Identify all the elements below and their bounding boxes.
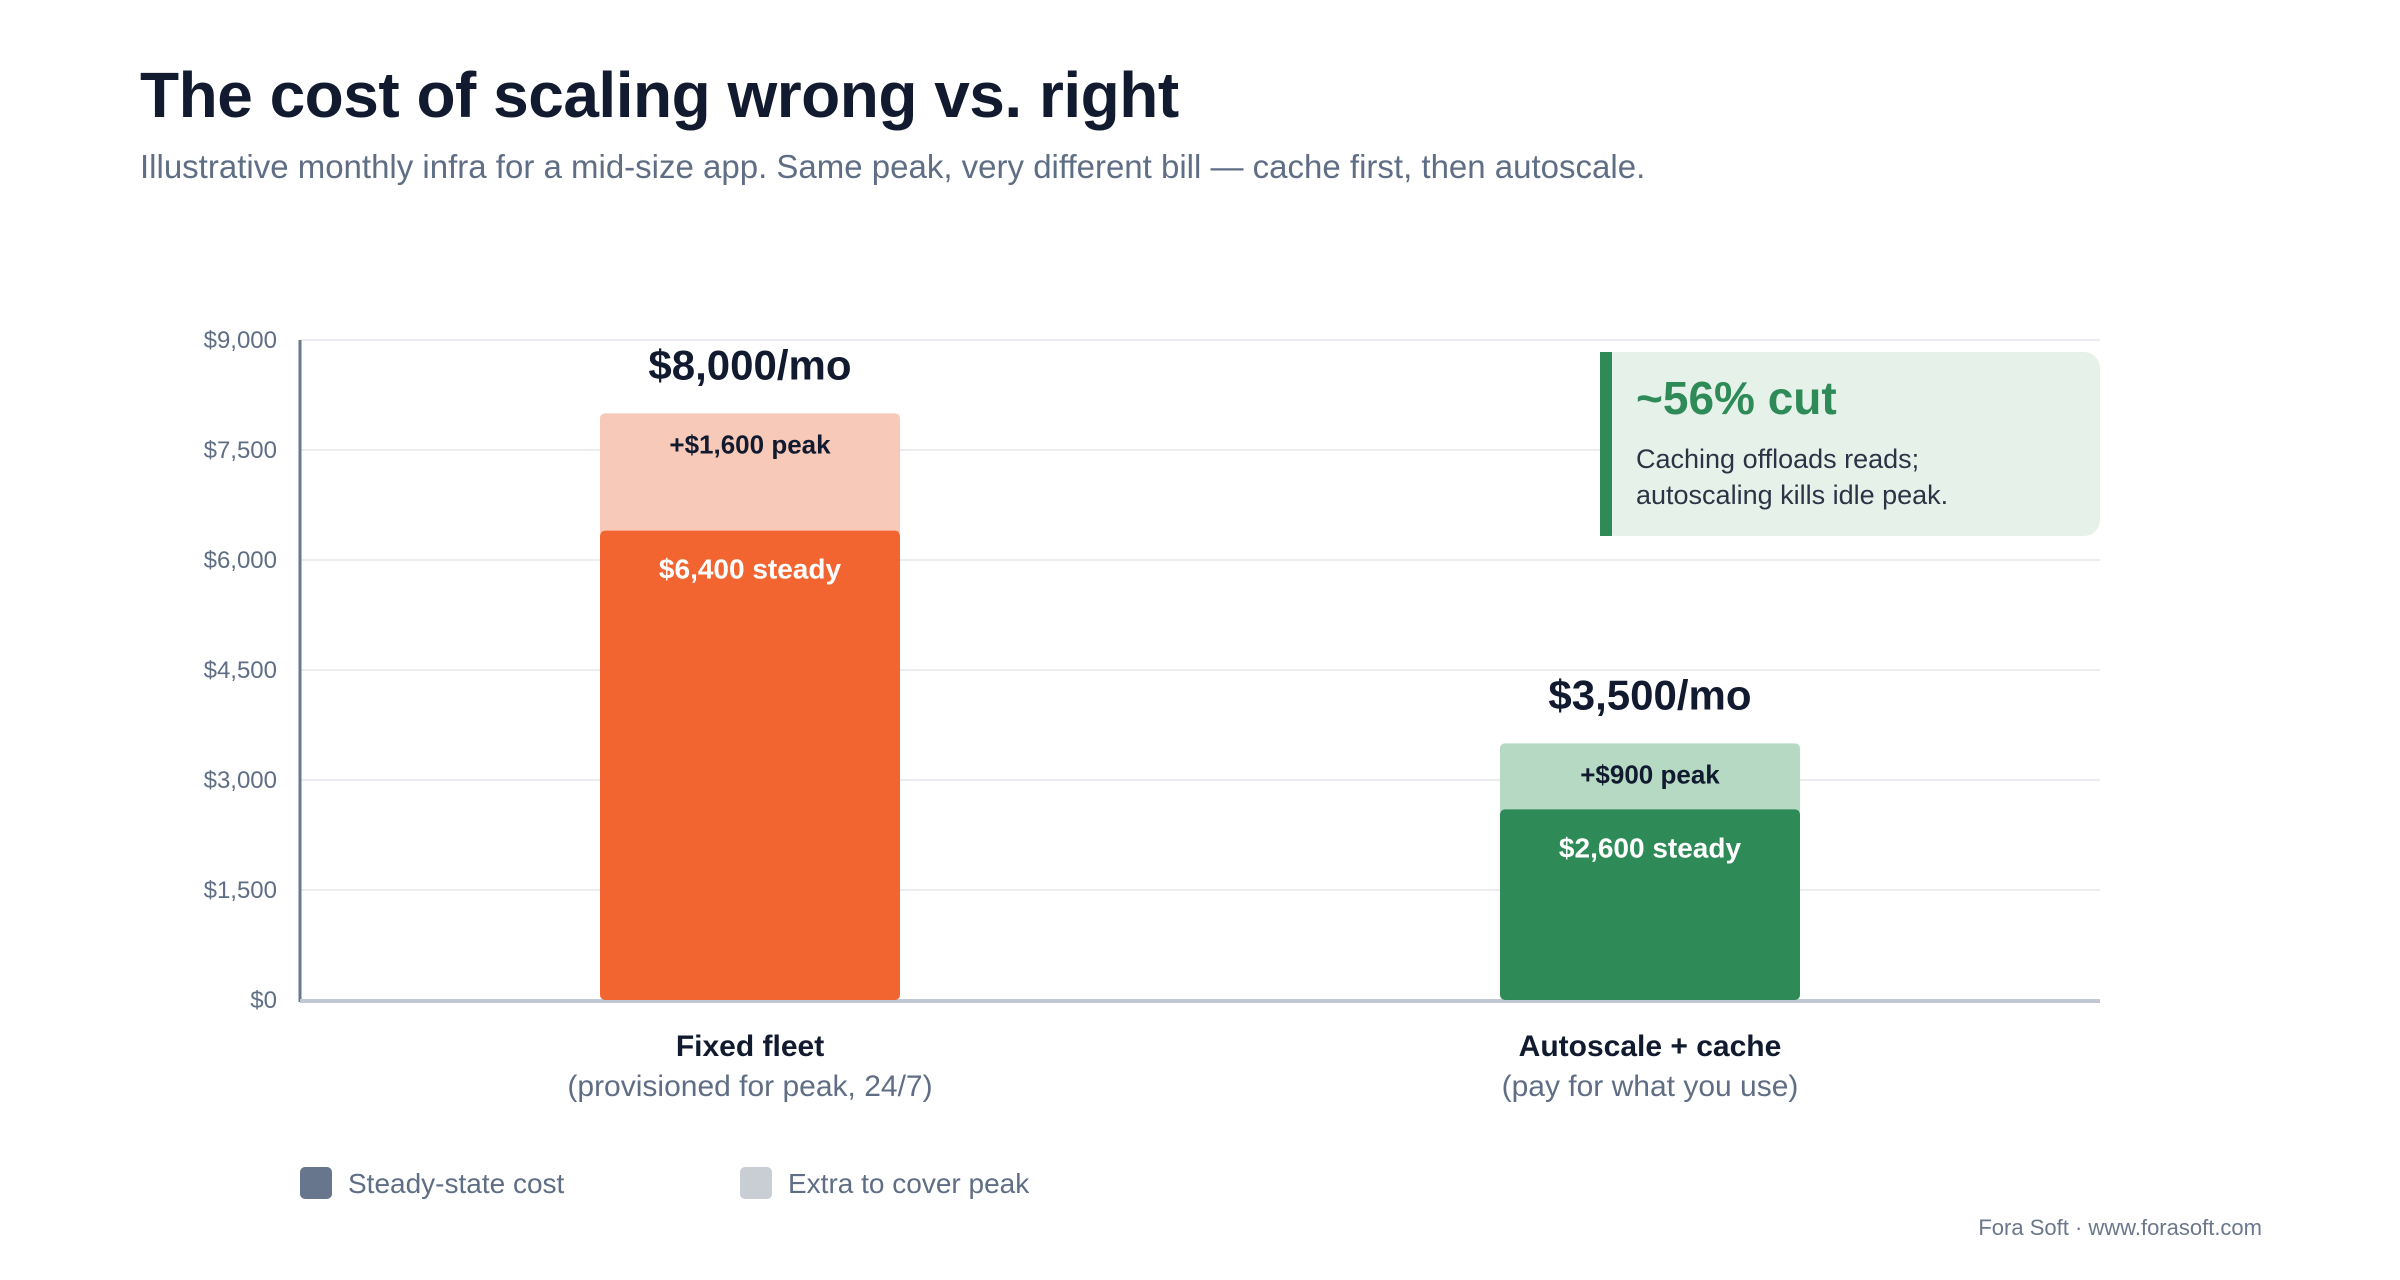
category-label: Autoscale + cache: [1519, 1030, 1782, 1063]
bar-peak-segment: [600, 413, 900, 537]
bar-steady-label: $6,400 steady: [659, 554, 842, 585]
bar-peak-label: +$900 peak: [1580, 759, 1720, 789]
annotation-line: autoscaling kills idle peak.: [1636, 480, 1948, 510]
bar-peak-segment: [1500, 743, 1800, 816]
y-tick-label: $3,000: [204, 767, 277, 794]
bar-steady-label: $2,600 steady: [1559, 832, 1742, 863]
annotation-line: Caching offloads reads;: [1636, 444, 1919, 474]
footer-credit: Fora Soft · www.forasoft.com: [1978, 1215, 2262, 1240]
y-tick-label: $4,500: [204, 657, 277, 684]
annotation-headline: ~56% cut: [1636, 372, 1837, 424]
chart-subtitle: Illustrative monthly infra for a mid-siz…: [140, 148, 1646, 185]
bar-total-label: $8,000/mo: [648, 341, 851, 388]
bar-steady-segment: [1500, 809, 1800, 1000]
category-label: Fixed fleet: [676, 1030, 824, 1063]
bar-total-label: $3,500/mo: [1548, 671, 1751, 718]
legend-swatch: [300, 1167, 332, 1199]
legend-label: Extra to cover peak: [788, 1168, 1030, 1199]
annotation-accent-bar: [1600, 352, 1612, 536]
y-tick-label: $7,500: [204, 437, 277, 464]
bar-steady-segment: [600, 530, 900, 1000]
bar-peak-label: +$1,600 peak: [669, 429, 831, 459]
y-tick-label: $9,000: [204, 327, 277, 354]
annotation-box: [1600, 352, 2100, 536]
legend-swatch: [740, 1167, 772, 1199]
chart-title: The cost of scaling wrong vs. right: [140, 59, 1179, 131]
y-tick-label: $0: [250, 987, 277, 1014]
category-note: (provisioned for peak, 24/7): [567, 1070, 932, 1103]
y-tick-label: $1,500: [204, 877, 277, 904]
category-note: (pay for what you use): [1502, 1070, 1799, 1103]
y-tick-label: $6,000: [204, 547, 277, 574]
legend-label: Steady-state cost: [348, 1168, 565, 1199]
